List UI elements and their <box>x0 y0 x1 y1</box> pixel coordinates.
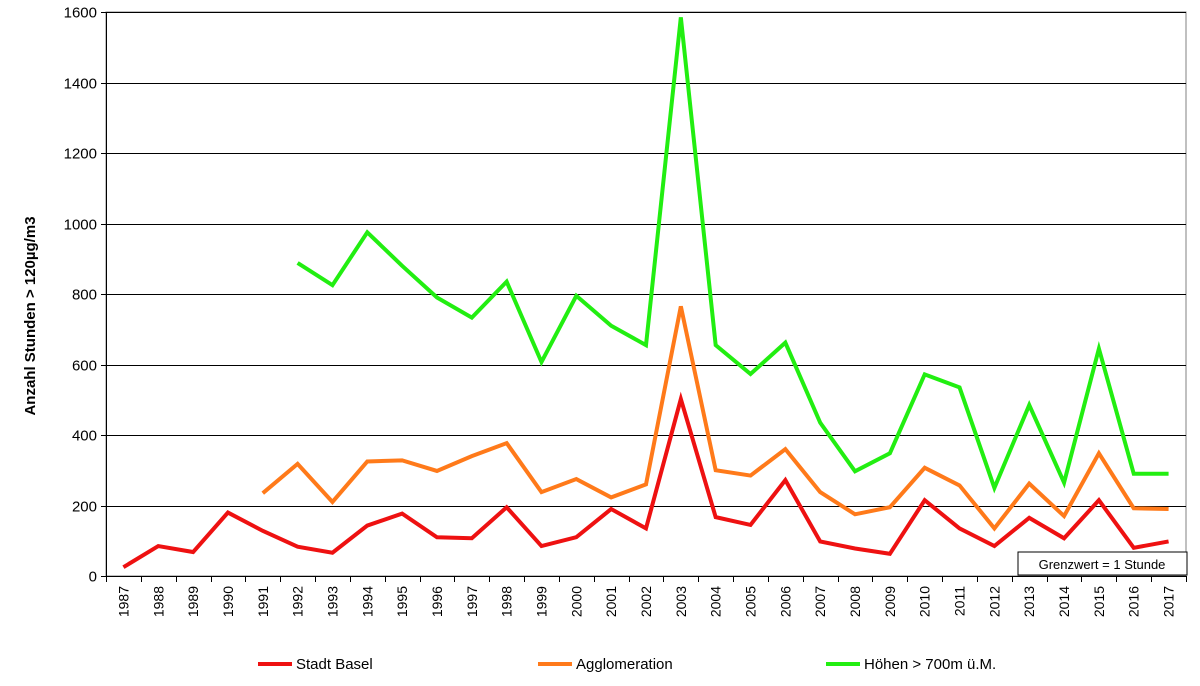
x-tick-label: 2017 <box>1161 586 1177 617</box>
x-tick-label: 1999 <box>533 586 549 617</box>
x-tick-label: 1994 <box>359 586 375 617</box>
y-tick-label: 1200 <box>64 146 97 163</box>
legend-label: Agglomeration <box>576 656 673 673</box>
series-line-3 <box>296 17 1169 494</box>
x-tick-label: 2012 <box>986 586 1002 617</box>
x-tick-label: 2013 <box>1021 586 1037 617</box>
annotation-box: Grenzwert = 1 Stunde <box>1017 551 1188 576</box>
x-tick-label: 1990 <box>220 586 236 617</box>
x-tick-label: 1993 <box>324 586 340 617</box>
y-tick-label: 200 <box>72 499 97 516</box>
x-tick-label: 1995 <box>394 586 410 617</box>
x-tick-label: 2004 <box>708 586 724 617</box>
legend-label: Stadt Basel <box>296 656 373 673</box>
x-tick-label: 1992 <box>290 586 306 617</box>
x-tick-label: 2006 <box>777 586 793 617</box>
y-axis-label: Anzahl Stunden > 120µg/m3 <box>22 216 39 415</box>
x-tick-label: 2010 <box>917 586 933 617</box>
y-tick-label: 800 <box>72 287 97 304</box>
legend-label: Höhen > 700m ü.M. <box>864 656 996 673</box>
y-tick-label: 600 <box>72 358 97 375</box>
x-tick-label: 1998 <box>499 586 515 617</box>
x-tick-label: 2002 <box>638 586 654 617</box>
x-tick-label: 2009 <box>882 586 898 617</box>
x-tick-label: 2005 <box>743 586 759 617</box>
axes: 0 200 400 600 800 1000 1200 1400 1600 1987 1988 198… <box>64 5 1187 617</box>
x-tick-label: 2016 <box>1126 586 1142 617</box>
x-tick-label: 2003 <box>673 586 689 617</box>
y-tick-label: 400 <box>72 428 97 445</box>
x-tick-label: 2008 <box>847 586 863 617</box>
x-tick-label: 1987 <box>115 586 131 617</box>
x-tick-label: 2015 <box>1091 586 1107 617</box>
x-tick-label: 1988 <box>150 586 166 617</box>
y-tick-label: 0 <box>89 569 97 586</box>
x-tick-label: 1997 <box>464 586 480 617</box>
x-tick-label: 2011 <box>952 586 968 616</box>
y-tick-label: 1000 <box>64 217 97 234</box>
series-line-1 <box>122 391 1169 569</box>
x-tick-label: 2000 <box>568 586 584 617</box>
y-tick-label: 1400 <box>64 76 97 93</box>
annotation-text: Grenzwert = 1 Stunde <box>1039 557 1166 572</box>
series-line-2 <box>261 305 1169 532</box>
x-tick-label: 1989 <box>185 586 201 617</box>
series-lines <box>122 17 1169 569</box>
y-tick-label: 1600 <box>64 5 97 22</box>
x-tick-label: 1991 <box>255 586 271 617</box>
x-tick-label: 2001 <box>603 586 619 617</box>
x-tick-label: 1996 <box>429 586 445 617</box>
legend: Stadt Basel Agglomeration Höhen > 700m ü.M… <box>258 656 996 673</box>
annotation-frame <box>1017 551 1188 576</box>
x-tick-label: 2014 <box>1056 586 1072 617</box>
x-tick-label: 2007 <box>812 586 828 617</box>
